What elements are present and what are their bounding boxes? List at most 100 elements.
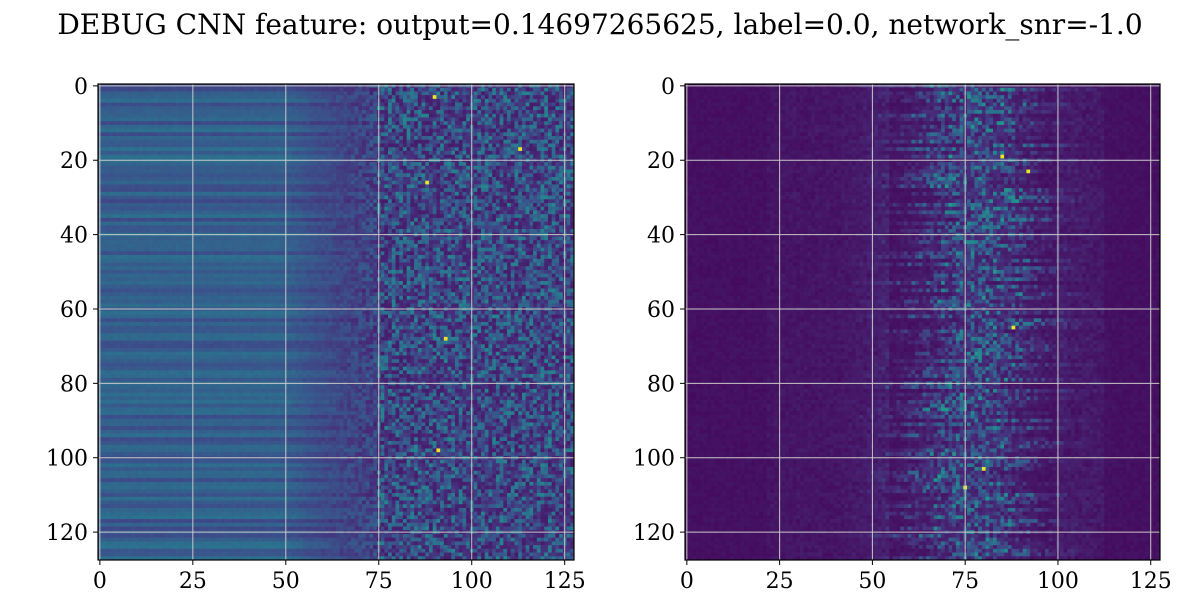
heatmap-cell bbox=[220, 214, 225, 219]
heatmap-cell bbox=[384, 221, 389, 226]
heatmap-cell bbox=[131, 124, 136, 129]
heatmap-cell bbox=[428, 95, 434, 100]
heatmap-cell bbox=[402, 221, 408, 226]
heatmap-cell bbox=[533, 214, 538, 219]
heatmap-cell bbox=[540, 102, 545, 107]
heatmap-cell bbox=[451, 206, 456, 211]
heatmap-cell bbox=[477, 102, 482, 107]
heatmap-cell bbox=[172, 128, 177, 133]
heatmap-cell bbox=[269, 203, 274, 208]
heatmap-cell bbox=[124, 188, 129, 193]
heatmap-cell bbox=[183, 150, 188, 156]
heatmap-cell bbox=[521, 199, 527, 204]
heatmap-cell bbox=[514, 132, 519, 137]
heatmap-cell bbox=[295, 128, 300, 133]
heatmap-cell bbox=[257, 136, 262, 141]
heatmap-cell bbox=[529, 128, 534, 133]
heatmap-cell bbox=[347, 154, 352, 159]
heatmap-cell bbox=[466, 147, 471, 152]
heatmap-cell bbox=[540, 136, 545, 141]
heatmap-cell bbox=[202, 162, 207, 167]
heatmap-cell bbox=[447, 113, 452, 118]
heatmap-cell bbox=[224, 210, 229, 215]
heatmap-cell bbox=[243, 139, 248, 144]
heatmap-cell bbox=[265, 191, 270, 196]
heatmap-cell bbox=[172, 150, 177, 156]
heatmap-cell bbox=[235, 184, 240, 189]
heatmap-cell bbox=[525, 195, 530, 200]
heatmap-cell bbox=[157, 121, 162, 126]
heatmap-cell bbox=[298, 188, 303, 193]
heatmap-cell bbox=[324, 139, 329, 144]
heatmap-cell bbox=[566, 169, 571, 174]
heatmap-cell bbox=[112, 169, 117, 174]
heatmap-cell bbox=[477, 147, 482, 152]
heatmap-cell bbox=[302, 147, 307, 152]
heatmap-cell bbox=[239, 162, 244, 167]
heatmap-cell bbox=[395, 87, 400, 92]
heatmap-cell bbox=[217, 169, 222, 174]
heatmap-cell bbox=[220, 188, 225, 193]
heatmap-cell bbox=[153, 139, 158, 144]
heatmap-cell bbox=[317, 136, 322, 141]
heatmap-cell bbox=[291, 136, 296, 141]
heatmap-cell bbox=[570, 162, 575, 167]
heatmap-cell bbox=[231, 124, 236, 129]
heatmap-cell bbox=[365, 188, 370, 193]
heatmap-cell bbox=[127, 203, 132, 208]
heatmap-cell bbox=[406, 210, 411, 215]
heatmap-cell bbox=[466, 154, 471, 159]
heatmap-cell bbox=[209, 121, 214, 126]
heatmap-cell bbox=[217, 102, 222, 107]
heatmap-cell bbox=[466, 206, 471, 211]
heatmap-cell bbox=[507, 165, 512, 170]
heatmap-cell bbox=[458, 95, 463, 100]
heatmap-cell bbox=[362, 139, 367, 144]
heatmap-cell bbox=[421, 106, 426, 111]
heatmap-cell bbox=[272, 143, 277, 148]
heatmap-cell bbox=[525, 95, 530, 100]
heatmap-cell bbox=[194, 136, 199, 141]
heatmap-cell bbox=[302, 203, 307, 208]
heatmap-cell bbox=[447, 210, 452, 215]
heatmap-cell bbox=[507, 154, 512, 159]
heatmap-cell bbox=[514, 203, 519, 208]
heatmap-cell bbox=[321, 106, 326, 111]
heatmap-cell bbox=[547, 199, 553, 204]
heatmap-cell bbox=[317, 110, 322, 115]
heatmap-cell bbox=[332, 102, 337, 107]
heatmap-cell bbox=[399, 132, 404, 137]
heatmap-cell bbox=[521, 184, 527, 189]
heatmap-cell bbox=[272, 110, 277, 115]
heatmap-cell bbox=[447, 176, 452, 182]
heatmap-cell bbox=[510, 121, 515, 126]
heatmap-cell bbox=[269, 173, 274, 178]
heatmap-cell bbox=[317, 154, 322, 159]
heatmap-cell bbox=[135, 184, 140, 189]
heatmap-cell bbox=[317, 91, 322, 96]
heatmap-cell bbox=[205, 139, 210, 144]
heatmap-cell bbox=[436, 102, 441, 107]
heatmap-cell bbox=[328, 110, 333, 115]
heatmap-cell bbox=[332, 199, 337, 204]
heatmap-cell bbox=[514, 91, 519, 96]
heatmap-cell bbox=[492, 210, 497, 215]
heatmap-cell bbox=[388, 95, 393, 100]
heatmap-cell bbox=[168, 165, 173, 170]
heatmap-cell bbox=[179, 154, 184, 159]
heatmap-cell bbox=[194, 169, 199, 174]
heatmap-cell bbox=[198, 176, 203, 182]
heatmap-cell bbox=[250, 188, 255, 193]
heatmap-cell bbox=[414, 173, 419, 178]
heatmap-cell bbox=[510, 113, 515, 118]
heatmap-cell bbox=[187, 169, 192, 174]
heatmap-cell bbox=[135, 214, 140, 219]
heatmap-cell bbox=[354, 210, 359, 215]
heatmap-cell bbox=[484, 210, 489, 215]
heatmap-cell bbox=[276, 184, 281, 189]
heatmap-cell bbox=[161, 154, 166, 159]
heatmap-cell bbox=[540, 154, 545, 159]
heatmap-cell bbox=[536, 117, 541, 122]
heatmap-cell bbox=[536, 113, 541, 118]
heatmap-cell bbox=[525, 184, 530, 189]
